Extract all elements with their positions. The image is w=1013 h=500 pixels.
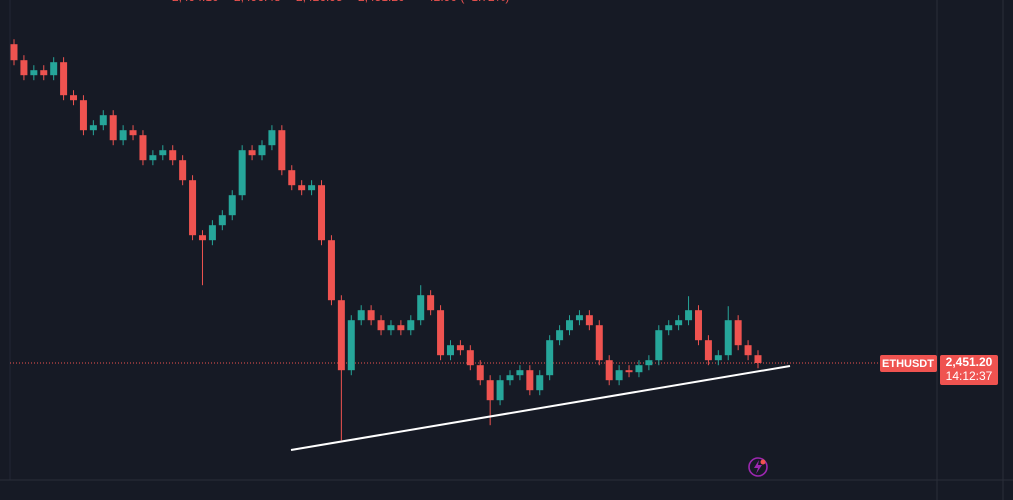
candle-body — [446, 345, 454, 356]
header-value: 2,496.48 — [234, 0, 281, 4]
alert-icon[interactable] — [748, 457, 768, 477]
candle-body — [714, 355, 722, 361]
header-value: 2,426.95 — [296, 0, 343, 4]
candle-body — [189, 180, 197, 236]
candle-body — [754, 355, 762, 363]
candle-body — [10, 44, 18, 61]
candle-body — [595, 325, 603, 361]
candle-body — [546, 340, 554, 376]
candle-body — [357, 310, 365, 321]
candle-body — [30, 70, 38, 76]
candle-body — [179, 160, 187, 181]
price-badge — [940, 355, 998, 385]
candle-body — [218, 215, 226, 226]
candle-body — [208, 225, 216, 241]
candle-body — [437, 310, 445, 356]
candle-body — [347, 320, 355, 371]
candle-body — [675, 320, 683, 326]
candle-body — [109, 115, 117, 141]
candle-body — [486, 380, 494, 401]
candle-body — [694, 310, 702, 341]
header-value: 2,451.20 — [358, 0, 405, 4]
candle-body — [119, 130, 127, 141]
candle-body — [327, 240, 335, 301]
candle-body — [417, 295, 425, 321]
candle-body — [575, 315, 583, 321]
candle-body — [198, 235, 206, 241]
candle-body — [40, 70, 48, 76]
candle-body — [615, 370, 623, 381]
countdown-label: 14:12:37 — [946, 369, 993, 383]
header-value: 2,494.10 — [172, 0, 219, 4]
symbol-label: ETHUSDT — [882, 358, 934, 370]
candle-body — [536, 375, 544, 391]
candle-body — [506, 375, 514, 381]
candle-body — [556, 330, 564, 341]
candle-body — [665, 325, 673, 331]
candle-body — [566, 320, 574, 331]
symbol-badge — [880, 355, 937, 372]
candle-body — [724, 320, 732, 356]
candle-body — [70, 95, 78, 101]
candle-body — [308, 185, 316, 191]
candle-body — [526, 370, 534, 391]
ohlc-header: 2,494.10 2,496.48 2,426.95 2,451.20 −42.90 (… — [172, 0, 509, 4]
candle-body — [298, 185, 306, 191]
candle-body — [159, 150, 167, 156]
candle-body — [60, 62, 68, 96]
candle-body — [516, 370, 524, 376]
candle-body — [288, 170, 296, 186]
candles — [10, 39, 937, 441]
header-value: −42.90 (−1.72%) — [420, 0, 509, 4]
candle-body — [99, 115, 107, 126]
candle-body — [258, 145, 266, 156]
candle-body — [387, 325, 395, 331]
candle-body — [476, 365, 484, 381]
candle-body — [129, 130, 137, 136]
candle-body — [248, 150, 256, 156]
candle-body — [268, 130, 276, 146]
candle-body — [50, 62, 58, 76]
candle-body — [397, 325, 405, 331]
candle-body — [228, 195, 236, 216]
candle-body — [79, 100, 87, 131]
candle-body — [744, 345, 752, 356]
candle-body — [605, 360, 613, 381]
candle-body — [456, 345, 464, 351]
candle-body — [149, 155, 157, 161]
candle-body — [496, 380, 504, 401]
candle-body — [367, 310, 375, 321]
candle-body — [278, 130, 286, 171]
last-price-label: 2,451.20 — [946, 355, 993, 369]
candle-body — [734, 320, 742, 346]
candle-body — [704, 340, 712, 361]
candle-body — [377, 320, 385, 331]
candle-body — [337, 300, 345, 371]
candle-body — [655, 330, 663, 361]
trend-line[interactable] — [290, 365, 791, 451]
candle-body — [20, 60, 28, 76]
candle-body — [635, 365, 643, 373]
candle-body — [139, 135, 147, 161]
candle-body — [585, 315, 593, 326]
candle-body — [318, 185, 326, 241]
candle-body — [169, 150, 177, 161]
candle-body — [685, 310, 693, 321]
candle-body — [427, 295, 435, 311]
candle-body — [407, 320, 415, 331]
candle-body — [466, 350, 474, 366]
candle-body — [89, 125, 97, 131]
candle-body — [645, 360, 653, 366]
candle-body — [238, 150, 246, 196]
candle-body — [625, 370, 633, 373]
